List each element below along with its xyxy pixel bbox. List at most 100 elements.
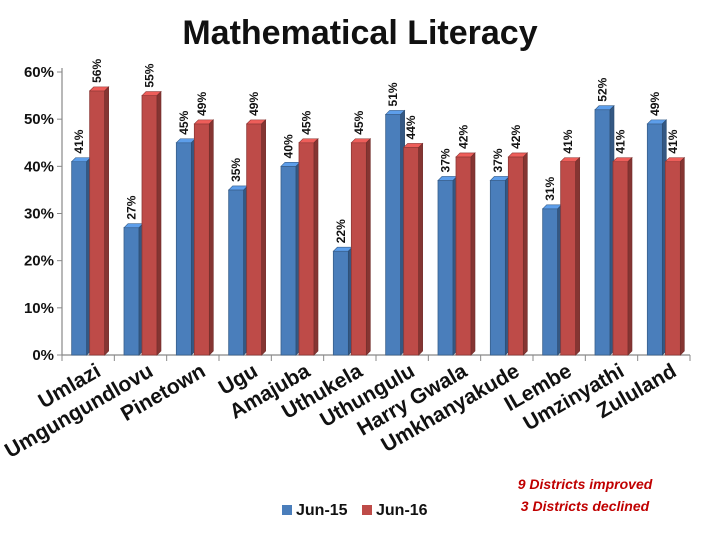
bar-jun15 (175, 138, 197, 356)
bar-jun15 (384, 109, 406, 356)
bar-face (612, 161, 629, 356)
bar-face (542, 208, 559, 356)
bar-jun16 (559, 156, 581, 356)
bar-face (71, 161, 88, 356)
bar-side (261, 119, 266, 356)
bar-jun15 (541, 204, 563, 356)
data-label: 42% (509, 125, 523, 149)
data-label: 49% (195, 92, 209, 116)
bar-face (437, 180, 454, 356)
data-label: 41% (561, 129, 575, 153)
data-label: 51% (386, 82, 400, 106)
bar-jun16 (350, 138, 372, 356)
bar-jun16 (298, 138, 319, 356)
bar-side (366, 138, 371, 356)
legend-item-jun16: Jun-16 (362, 502, 428, 519)
data-label: 31% (543, 176, 557, 200)
data-label: 44% (404, 115, 418, 139)
bar-jun16 (664, 156, 686, 356)
chart-title: Mathematical Literacy (182, 14, 537, 52)
y-tick-label: 0% (32, 347, 54, 364)
data-label: 22% (334, 219, 348, 243)
data-label: 45% (177, 110, 191, 134)
bar-side (627, 156, 633, 356)
bar-jun15 (437, 175, 458, 356)
bar-side (156, 90, 162, 356)
legend-label: Jun-15 (296, 502, 348, 519)
bar-face (455, 156, 472, 356)
bar-jun15 (594, 105, 615, 356)
bar-face (280, 165, 297, 356)
bar-side (523, 152, 528, 356)
bar-side (680, 156, 685, 356)
legend-swatch (362, 505, 372, 515)
bar-jun15 (489, 175, 511, 356)
bar-face (193, 123, 210, 356)
data-label: 49% (247, 92, 261, 116)
bar-jun15 (646, 119, 668, 356)
bar-side (575, 156, 580, 356)
data-label: 49% (648, 92, 662, 116)
bar-face (560, 161, 577, 356)
bar-side (313, 138, 319, 356)
data-label: 27% (125, 195, 139, 219)
y-tick-label: 30% (24, 206, 54, 223)
bars (70, 86, 686, 356)
bar-jun16 (507, 152, 529, 356)
bar-jun15 (332, 246, 354, 356)
y-tick-label: 20% (24, 253, 54, 270)
bar-face (228, 189, 245, 356)
data-label: 37% (491, 148, 505, 172)
y-tick-label: 50% (24, 111, 54, 128)
bar-face (332, 250, 349, 356)
bar-face (403, 147, 420, 356)
bar-face (350, 142, 367, 356)
bar-face (246, 123, 263, 356)
bar-jun16 (245, 119, 267, 356)
annotation-improved: 9 Districts improved (518, 476, 653, 492)
data-label: 41% (72, 129, 86, 153)
annotation: 9 Districts improved 3 Districts decline… (518, 476, 653, 514)
data-label: 42% (457, 125, 471, 149)
bar-side (104, 86, 109, 356)
bar-jun16 (612, 156, 633, 356)
bar-face (646, 123, 663, 356)
bar-jun16 (193, 119, 215, 356)
bar-jun15 (70, 156, 92, 356)
data-label: 52% (596, 77, 610, 101)
axes: 0% 10% 20% 30% 40% 50% 60% (24, 64, 691, 364)
y-tick-label: 10% (24, 300, 54, 317)
data-label: 41% (666, 129, 680, 153)
bar-face (594, 109, 611, 356)
legend-label: Jun-16 (376, 502, 428, 519)
bar-jun16 (88, 86, 110, 356)
data-label: 40% (282, 134, 296, 158)
bar-jun15 (123, 222, 144, 356)
data-label: 56% (90, 59, 104, 83)
data-label: 45% (300, 110, 314, 134)
bar-jun16 (141, 90, 162, 356)
data-label: 35% (229, 158, 243, 182)
bar-side (209, 119, 214, 356)
bar-face (664, 161, 681, 356)
bar-side (470, 152, 476, 356)
bar-face (175, 142, 192, 356)
bar-face (385, 114, 402, 356)
data-label: 41% (614, 129, 628, 153)
bar-face (507, 156, 524, 356)
data-label: 45% (352, 110, 366, 134)
bar-side (418, 142, 423, 356)
legend-item-jun15: Jun-15 (282, 502, 348, 519)
bar-jun16 (402, 142, 424, 356)
bar-face (489, 180, 506, 356)
data-label: 55% (143, 63, 157, 87)
bar-face (298, 142, 315, 356)
bar-jun15 (280, 161, 301, 356)
bar-face (141, 95, 158, 356)
bar-jun15 (227, 185, 249, 356)
legend: Jun-15 Jun-16 (282, 502, 428, 519)
bar-face (123, 227, 140, 356)
data-labels: 41% 56% 27% 55% 45% 49% 35% 49% 40% 45% 22% 45% 51% 4… (72, 59, 680, 244)
bar-face (89, 90, 106, 356)
